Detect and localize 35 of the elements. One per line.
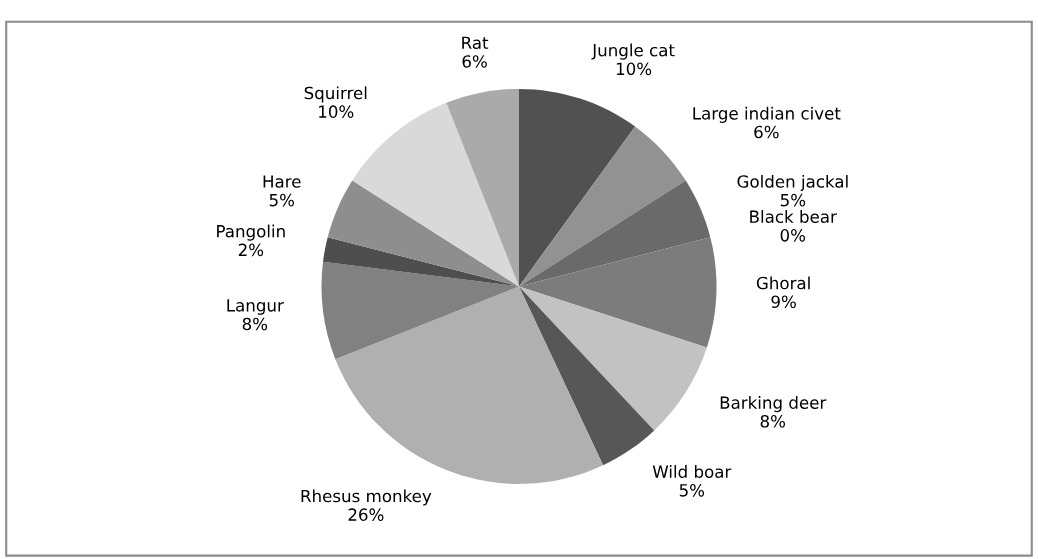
text: 0% xyxy=(780,229,806,242)
slice-label: Ghoral xyxy=(756,276,810,290)
data-label: 8% xyxy=(760,414,786,428)
pie-slice xyxy=(446,88,519,287)
data-label: 5% xyxy=(269,193,295,207)
pie-slice xyxy=(335,286,604,484)
slice-label: Squirrel xyxy=(304,86,367,103)
slice-label: Large indian civet xyxy=(693,106,841,123)
category-label: Black bear xyxy=(750,210,837,223)
data-label: 2% xyxy=(238,243,264,257)
slice-label: Wild boar xyxy=(652,465,732,478)
data-label: 5% xyxy=(780,193,806,207)
slice-label: Langur xyxy=(227,299,284,315)
data-label: 10% xyxy=(616,62,652,76)
data-label: 10% xyxy=(319,105,354,118)
pie-slice xyxy=(519,88,636,287)
data-label: 9% xyxy=(771,295,796,309)
slice-label: Barking deer xyxy=(720,396,827,413)
pie-slice xyxy=(519,286,655,466)
slice-label: Jungle cat xyxy=(591,43,675,60)
data-label: 5% xyxy=(679,484,705,497)
pie-slice xyxy=(519,180,711,287)
data-label: 8% xyxy=(242,317,268,331)
slice-label: Golden jackal xyxy=(737,174,848,192)
slice-label: Pangolin xyxy=(217,224,285,241)
pie-slice xyxy=(519,126,686,287)
pie-slice xyxy=(519,286,707,431)
slice-label: Rhesus monkey xyxy=(301,489,432,506)
slice-label: Hare xyxy=(263,175,301,188)
slice-label: Rat xyxy=(462,36,489,50)
pie-slice xyxy=(352,102,519,287)
data-label: 6% xyxy=(754,125,779,139)
data-label: 26% xyxy=(348,508,384,521)
data-label: 6% xyxy=(462,55,487,68)
pie-slice xyxy=(327,180,519,287)
